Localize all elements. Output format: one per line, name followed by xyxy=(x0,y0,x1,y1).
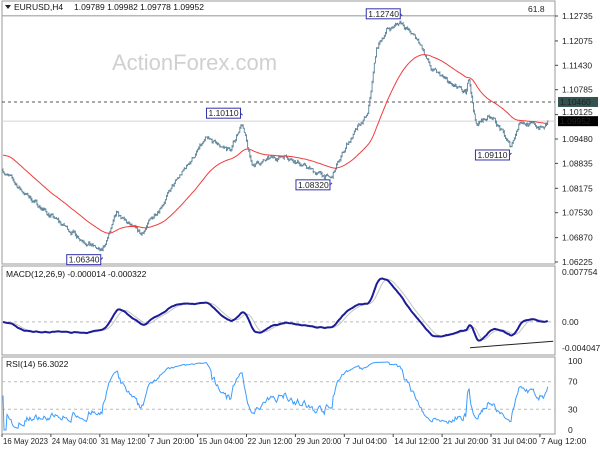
price-annotation-box xyxy=(205,107,241,119)
ohlc-values: 1.09789 1.09982 1.09778 1.09952 xyxy=(74,2,204,12)
price-layer: 61.8 1.06340 1.10110 1.08320 1.12740 1.09110 xyxy=(1,4,555,266)
price-axis-label: 1.12075 xyxy=(562,36,593,46)
time-axis-label: 14 Jul 12:00 xyxy=(394,436,439,446)
price-annotation: 1.06340 xyxy=(69,255,100,265)
macd-axis-label: -0.004047 xyxy=(562,343,600,353)
price-axis-label: 1.12735 xyxy=(562,11,593,21)
level-price-badge xyxy=(558,96,598,107)
price-axis-label: 1.09480 xyxy=(562,134,593,144)
macd-axis-label: 0.007754 xyxy=(562,267,598,277)
macd-title: MACD(12,26,9) -0.000014 -0.000322 xyxy=(6,269,147,279)
rsi-layer xyxy=(2,361,555,431)
price-annotation-box xyxy=(365,8,401,20)
price-annotation-box xyxy=(66,254,102,266)
rsi-axis-label: 30 xyxy=(568,404,578,414)
price-axis-label: 1.10125 xyxy=(562,107,593,117)
time-axis-label: 31 May 12:00 xyxy=(101,436,146,446)
price-annotation: 1.10110 xyxy=(208,108,238,118)
rsi-title: RSI(14) 56.3022 xyxy=(6,359,69,369)
time-axis-label: 15 Jun 04:00 xyxy=(199,436,244,446)
price-axis-label: 1.06225 xyxy=(562,257,593,267)
time-axis-label: 16 May 2023 xyxy=(3,436,48,446)
time-axis-label: 7 Jul 04:00 xyxy=(345,436,387,446)
price-annotation-box xyxy=(474,149,510,161)
price-annotation-box xyxy=(295,179,331,191)
macd-trendline xyxy=(470,340,554,349)
fib-level-label: 61.8 xyxy=(528,4,545,14)
rsi-axis-label: 70 xyxy=(568,377,578,387)
price-annotation: 1.08320 xyxy=(298,180,329,190)
axis-layer: 1.10460 1.09952 1.12735 1.12075 1.11430 1.107… xyxy=(1,11,600,446)
price-axis-label: 1.08175 xyxy=(562,183,593,193)
price-axis-label: 1.08835 xyxy=(562,158,593,168)
time-axis-label: 22 Jun 12:00 xyxy=(248,436,293,446)
price-axis-label: 1.11430 xyxy=(562,60,592,70)
time-axis-label: 7 Aug 12:00 xyxy=(541,436,587,446)
price-bars xyxy=(1,20,549,252)
triangle-down-icon[interactable] xyxy=(5,5,11,9)
price-axis-label: 1.06870 xyxy=(562,233,593,243)
macd-line xyxy=(2,277,549,342)
rsi-axis-label: 0 xyxy=(568,425,573,435)
macd-panel xyxy=(1,265,556,356)
time-axis-label: 29 Jun 20:00 xyxy=(296,436,341,446)
time-axis-label: 7 Jun 20:00 xyxy=(150,436,195,446)
current-price-badge xyxy=(558,116,598,127)
current-price-label: 1.09952 xyxy=(560,116,591,126)
macd-axis-label: 0.00 xyxy=(562,317,579,327)
price-axis-label: 1.07530 xyxy=(562,208,593,218)
price-panel xyxy=(1,0,556,265)
time-axis-label: 21 Jul 20:00 xyxy=(443,436,488,446)
rsi-axis-label: 100 xyxy=(568,356,582,366)
moving-average-line xyxy=(2,54,548,234)
ohlc-bar xyxy=(546,120,549,125)
price-axis-label: 1.10785 xyxy=(562,85,593,95)
price-annotation: 1.09110 xyxy=(477,150,507,160)
time-axis-label: 31 Jul 04:00 xyxy=(492,436,537,446)
time-axis-label: 24 May 04:00 xyxy=(52,436,97,446)
rsi-line xyxy=(2,361,549,431)
level-price-label: 1.10460 xyxy=(560,97,591,107)
symbol-label: EURUSD,H4 xyxy=(14,2,63,12)
price-annotation: 1.12740 xyxy=(368,9,399,19)
watermark: ActionForex.com xyxy=(112,50,277,75)
macd-layer xyxy=(2,277,555,349)
